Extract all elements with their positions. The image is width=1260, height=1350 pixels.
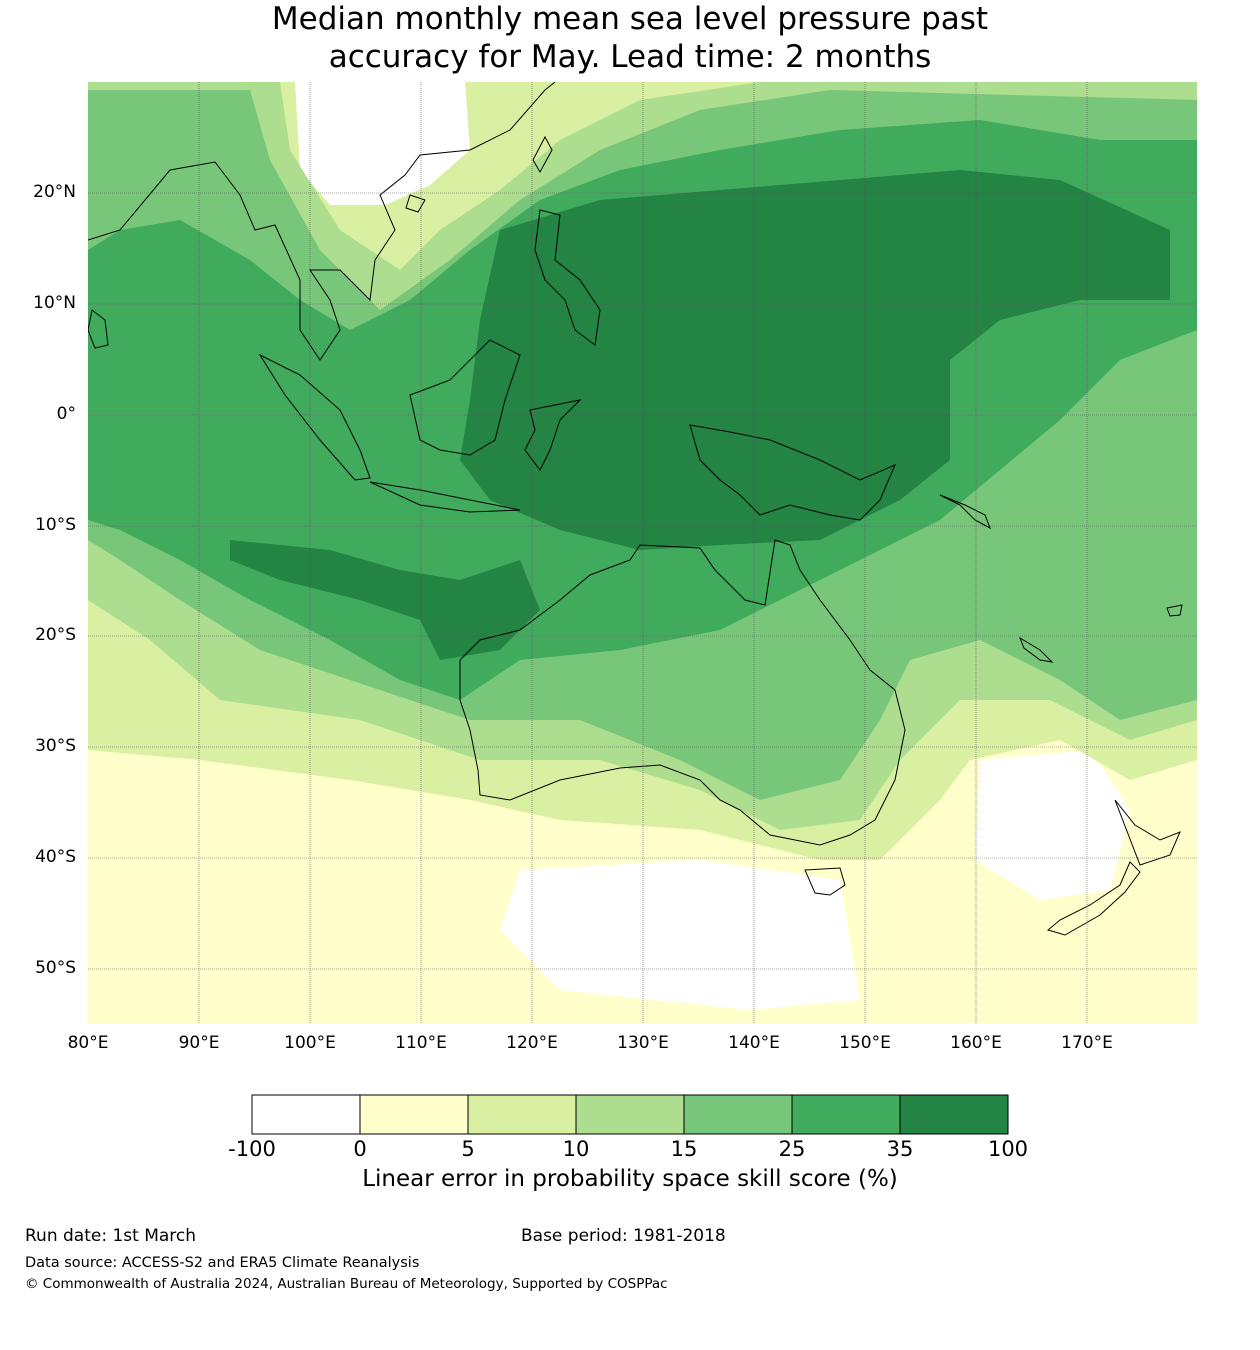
colorbar-label: Linear error in probability space skill … <box>362 1166 898 1192</box>
colorbar-tick: 10 <box>562 1137 590 1161</box>
run-date: Run date: 1st March <box>25 1226 197 1246</box>
tasmania-coast <box>804 867 846 896</box>
graticule <box>88 82 1197 1024</box>
region-l35 <box>460 170 1170 550</box>
sri-lanka-coast <box>88 309 109 349</box>
borneo-coast <box>409 339 521 456</box>
lon-label-130e: 130°E <box>617 1033 669 1053</box>
asia-mainland-coast <box>88 82 556 361</box>
data-source: Data source: ACCESS-S2 and ERA5 Climate … <box>25 1255 420 1271</box>
lat-label-10n: 10°N <box>33 293 76 313</box>
lon-label-110e: 110°E <box>395 1033 447 1053</box>
colorbar-tick: 100 <box>987 1137 1029 1161</box>
java-coast <box>369 481 521 513</box>
colorbar-swatch-5 <box>684 1095 792 1134</box>
skill-regions <box>88 82 1197 1010</box>
lon-label-90e: 90°E <box>178 1033 220 1053</box>
colorbar-tick: 25 <box>778 1137 806 1161</box>
lat-label-20n: 20°N <box>33 182 76 202</box>
fiji-coast <box>1166 604 1183 617</box>
sulawesi-coast <box>524 399 582 471</box>
colorbar-swatch-1 <box>252 1095 360 1134</box>
lat-label-20s: 20°S <box>35 625 76 645</box>
colorbar-tick: 35 <box>886 1137 914 1161</box>
lat-label-30s: 30°S <box>35 736 76 756</box>
lon-label-100e: 100°E <box>284 1033 336 1053</box>
lat-label-10s: 10°S <box>35 515 76 535</box>
title-line-2: accuracy for May. Lead time: 2 months <box>328 39 932 75</box>
copyright: © Commonwealth of Australia 2024, Austra… <box>25 1276 668 1292</box>
lon-label-150e: 150°E <box>839 1033 891 1053</box>
sumatra-coast <box>258 353 371 481</box>
lat-label-0: 0° <box>56 404 76 424</box>
region-white-tasman <box>975 750 1130 900</box>
title-line-1: Median monthly mean sea level pressure p… <box>271 1 989 37</box>
colorbar-frame <box>251 1094 1009 1135</box>
colorbar-swatch-2 <box>360 1095 468 1134</box>
lon-label-120e: 120°E <box>506 1033 558 1053</box>
colorbar-swatch-3 <box>468 1095 576 1134</box>
new-zealand-south <box>1046 861 1141 936</box>
colorbar-tick: 0 <box>353 1137 367 1161</box>
colorbar-dividers <box>359 1095 901 1134</box>
colorbar-swatch-4 <box>576 1095 684 1134</box>
lon-label-170e: 170°E <box>1061 1033 1113 1053</box>
colorbar-tick: -100 <box>228 1137 276 1161</box>
coastlines <box>88 82 1183 936</box>
colorbar-swatch-6 <box>792 1095 900 1134</box>
map-title: Median monthly mean sea level pressure p… <box>0 0 1260 76</box>
colorbar <box>251 1094 1009 1135</box>
base-period: Base period: 1981-2018 <box>521 1226 726 1246</box>
new-guinea-coast <box>689 424 896 521</box>
lon-label-80e: 80°E <box>67 1033 109 1053</box>
new-caledonia-coast <box>1018 636 1054 663</box>
region-white-nw <box>295 82 470 205</box>
lat-label-50s: 50°S <box>35 958 76 978</box>
philippines-coast <box>534 209 601 346</box>
lon-label-140e: 140°E <box>728 1033 780 1053</box>
colorbar-swatch-7 <box>900 1095 1008 1134</box>
new-zealand-north <box>1114 799 1181 866</box>
lon-label-160e: 160°E <box>950 1033 1002 1053</box>
taiwan-coast <box>532 135 553 174</box>
colorbar-tick: 5 <box>461 1137 475 1161</box>
region-white-s <box>500 860 860 1010</box>
australia-coast <box>459 539 906 846</box>
lat-label-40s: 40°S <box>35 847 76 867</box>
colorbar-tick: 15 <box>670 1137 698 1161</box>
region-l35-indian <box>230 540 540 660</box>
hainan-coast <box>405 194 426 213</box>
solomon-islands-coast <box>939 494 991 530</box>
